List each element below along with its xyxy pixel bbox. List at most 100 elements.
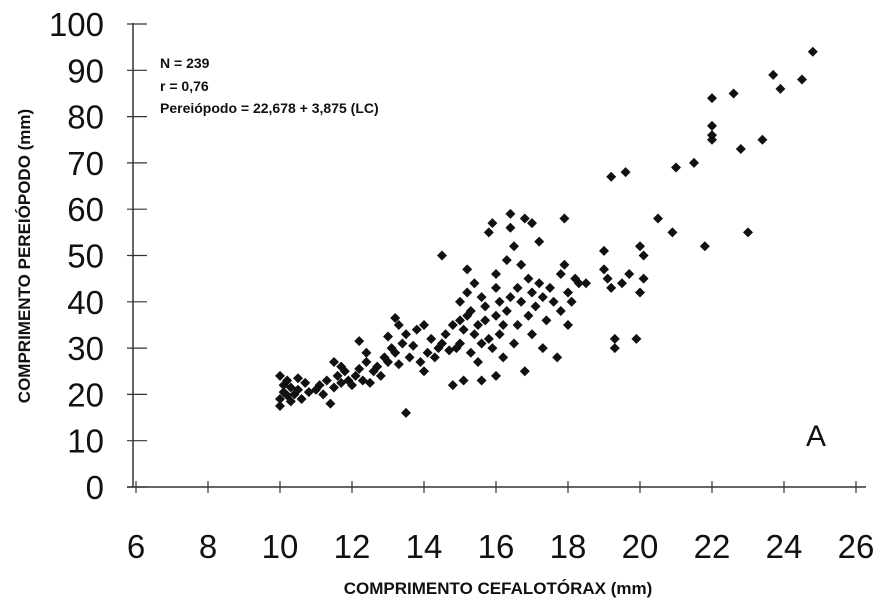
- data-point: [275, 400, 285, 411]
- data-point: [390, 313, 401, 324]
- data-point: [476, 292, 487, 303]
- y-tick-label: 10: [67, 423, 104, 460]
- data-point: [699, 241, 710, 252]
- data-point: [620, 167, 631, 178]
- data-point: [336, 361, 347, 372]
- data-point: [768, 69, 779, 80]
- data-point: [354, 363, 365, 374]
- data-point: [555, 306, 566, 317]
- data-point: [375, 370, 386, 381]
- data-point: [293, 373, 303, 384]
- x-tick-label: 18: [550, 528, 587, 565]
- data-point: [437, 250, 447, 261]
- data-point: [728, 88, 739, 99]
- data-point: [735, 144, 746, 155]
- annotation-n: N = 239: [160, 55, 210, 71]
- data-point: [354, 336, 365, 347]
- x-tick-label: 16: [478, 528, 515, 565]
- data-point: [347, 380, 357, 391]
- data-point: [275, 394, 285, 405]
- data-point: [447, 319, 458, 330]
- x-tick-label: 10: [262, 528, 299, 565]
- data-point: [455, 315, 465, 326]
- data-point: [383, 356, 393, 367]
- data-point: [552, 352, 563, 363]
- data-point: [332, 370, 343, 381]
- x-tick-label: 6: [127, 528, 145, 565]
- y-tick-label: 80: [67, 99, 104, 136]
- data-point: [635, 287, 645, 298]
- axes: [127, 23, 866, 488]
- data-point: [401, 329, 411, 340]
- data-point: [527, 218, 537, 229]
- data-point: [469, 329, 480, 340]
- data-point: [325, 398, 336, 409]
- data-point: [606, 282, 617, 293]
- data-point: [635, 241, 645, 252]
- data-point: [296, 394, 307, 405]
- data-point: [469, 278, 480, 289]
- panel-label: A: [806, 420, 826, 453]
- data-point: [487, 343, 498, 354]
- y-tick-label: 60: [67, 191, 104, 228]
- data-point: [807, 46, 818, 57]
- data-point: [519, 366, 530, 377]
- data-point: [491, 310, 501, 321]
- data-point: [512, 319, 523, 330]
- data-point: [361, 356, 372, 367]
- data-point: [757, 134, 768, 145]
- data-point: [581, 278, 591, 289]
- data-point: [462, 264, 473, 275]
- data-point: [365, 377, 375, 388]
- data-point: [480, 315, 491, 326]
- data-point: [480, 301, 491, 312]
- data-point: [419, 366, 429, 377]
- y-tick-label: 90: [67, 52, 104, 89]
- data-point: [426, 333, 437, 344]
- data-point: [609, 333, 620, 344]
- data-point: [408, 340, 419, 351]
- x-tick-label: 8: [199, 528, 217, 565]
- data-point: [537, 343, 548, 354]
- data-point: [505, 222, 516, 233]
- data-point: [372, 361, 383, 372]
- data-point: [491, 282, 501, 293]
- data-point: [609, 343, 620, 354]
- data-point: [494, 296, 505, 307]
- data-point: [667, 227, 678, 238]
- data-point: [491, 370, 501, 381]
- data-point: [401, 407, 411, 418]
- data-point: [476, 375, 487, 386]
- data-point: [537, 292, 548, 303]
- data-point: [631, 333, 642, 344]
- data-point: [505, 208, 516, 219]
- data-point: [494, 329, 505, 340]
- data-point: [329, 382, 339, 393]
- data-point: [523, 310, 534, 321]
- data-point: [458, 324, 469, 335]
- data-point: [563, 319, 573, 330]
- data-point: [548, 296, 559, 307]
- data-point: [534, 278, 545, 289]
- data-point: [563, 287, 573, 298]
- data-point: [617, 278, 627, 289]
- data-point: [483, 333, 494, 344]
- y-tick-label: 30: [67, 330, 104, 367]
- data-point: [318, 389, 329, 400]
- data-point: [775, 83, 786, 94]
- x-tick-label: 20: [622, 528, 659, 565]
- data-point: [390, 347, 401, 358]
- x-ticks: 6 8 10 12 14 16 18 20 22 24 26: [127, 481, 875, 565]
- data-point: [559, 213, 570, 224]
- data-point: [293, 384, 303, 395]
- y-tick-label: 40: [67, 284, 104, 321]
- y-tick-label: 20: [67, 376, 104, 413]
- data-point: [624, 269, 635, 280]
- data-point: [465, 306, 476, 317]
- data-point: [671, 162, 681, 173]
- data-point: [638, 250, 649, 261]
- data-point: [707, 130, 717, 141]
- x-tick-label: 26: [838, 528, 875, 565]
- y-tick-label: 0: [86, 469, 104, 506]
- data-point: [689, 157, 699, 168]
